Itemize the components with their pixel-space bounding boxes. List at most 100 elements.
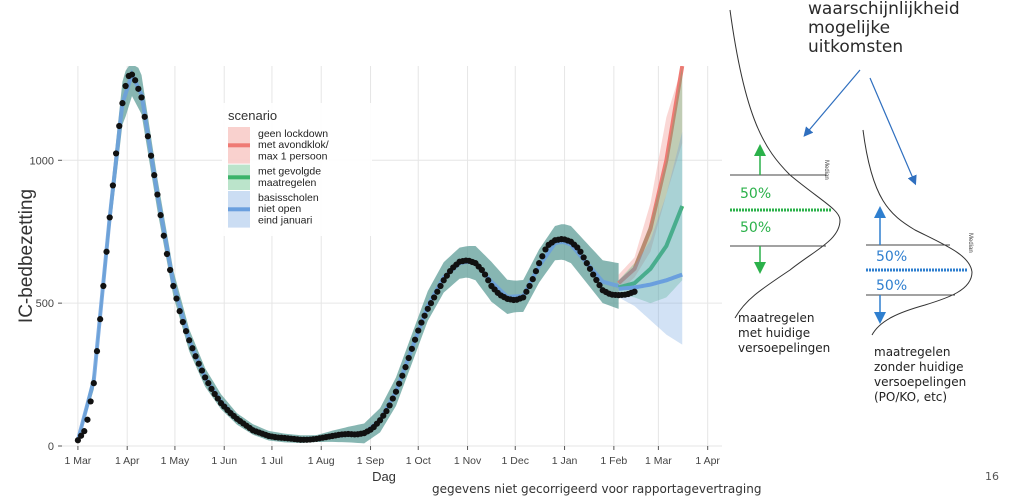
- observed-point: [593, 276, 600, 284]
- observed-point: [418, 319, 425, 326]
- observed-point: [163, 250, 171, 258]
- plot-panel: [62, 66, 722, 446]
- observed-point: [478, 266, 485, 274]
- observed-point: [437, 282, 444, 290]
- observed-point: [380, 412, 387, 419]
- projection-lockdown-band: [618, 66, 683, 292]
- observed-point: [109, 182, 116, 189]
- observed-point: [383, 408, 390, 415]
- percent-lower-2: 50%: [876, 278, 907, 294]
- observed-point: [154, 191, 161, 198]
- observed-point: [214, 395, 221, 402]
- observed-point: [135, 85, 142, 92]
- observed-point: [122, 82, 129, 90]
- observed-point: [97, 316, 104, 323]
- projection-lockdown-line: [617, 66, 685, 285]
- observed-point: [77, 432, 85, 439]
- legend-label: basisscholen: [258, 192, 319, 204]
- caption-2: maatregelen: [874, 345, 950, 359]
- observed-point: [106, 214, 113, 221]
- observed-point: [112, 150, 120, 157]
- annotation-title: mogelijke: [808, 18, 890, 38]
- observed-point: [399, 372, 406, 379]
- observed-point: [405, 354, 412, 362]
- median-label-2: Median: [967, 233, 973, 253]
- observed-point: [539, 253, 546, 260]
- x-tick-label: 1 Nov: [454, 455, 482, 467]
- observed-point: [583, 260, 590, 267]
- x-tick-label: 1 Oct: [406, 455, 431, 467]
- percent-upper-1: 50%: [740, 186, 771, 202]
- observed-point: [90, 380, 97, 387]
- observed-point: [160, 232, 167, 239]
- observed-point: [536, 260, 543, 267]
- axes: 0 500 1000 1 Mar 1 Apr 1 May 1 Jun 1 Jul 1 Aug 1 …: [16, 155, 720, 484]
- observed-point: [198, 367, 206, 374]
- observed-point: [427, 300, 435, 307]
- observed-point: [376, 417, 384, 424]
- x-tick-label: 1 Feb: [600, 455, 627, 467]
- annotation-title: uitkomsten: [808, 37, 903, 57]
- arrow-to-curve1: [803, 69, 861, 137]
- x-axis-label: Dag: [372, 469, 396, 484]
- observed-point: [176, 308, 183, 315]
- observed-point: [577, 248, 584, 255]
- median-label-1: Median: [823, 160, 829, 180]
- caption-2: versoepelingen: [874, 375, 966, 389]
- projection-basisscholen-line: [618, 272, 683, 291]
- observed-point: [542, 246, 549, 253]
- x-tick-label: 1 Aug: [308, 455, 335, 467]
- observed-point: [408, 345, 415, 352]
- observed-point: [167, 266, 174, 274]
- observed-point: [520, 294, 527, 301]
- observed-point: [532, 268, 540, 275]
- caption-1: maatregelen: [738, 311, 814, 325]
- ic-chart: 0 500 1000 1 Mar 1 Apr 1 May 1 Jun 1 Jul 1 Aug 1 …: [16, 66, 722, 484]
- x-tick-label: 1 Jan: [552, 455, 578, 467]
- arrow-to-curve2: [869, 77, 917, 186]
- legend-box: [222, 103, 372, 236]
- observed-point: [443, 272, 450, 279]
- observed-point: [202, 374, 209, 381]
- observed-point: [138, 94, 145, 101]
- observed-point: [141, 113, 148, 120]
- observed-point: [440, 277, 447, 284]
- projection-maatregelen-line: [618, 205, 685, 290]
- legend-label: max 1 persoon: [258, 150, 328, 162]
- legend-swatch-line: [228, 143, 250, 148]
- observed-point: [205, 380, 212, 387]
- observed-point: [386, 402, 393, 409]
- observed-point: [119, 100, 126, 107]
- observed-point: [392, 388, 400, 395]
- observed-point: [415, 327, 422, 334]
- observed-point: [192, 353, 199, 360]
- observed-point: [157, 212, 164, 219]
- observed-point: [189, 345, 196, 352]
- x-tick-label: 1 Mar: [645, 455, 672, 467]
- observed-point: [396, 380, 403, 387]
- observed-point: [132, 77, 139, 84]
- observed-point: [580, 254, 587, 261]
- observed-point: [179, 318, 186, 326]
- annotation-title: waarschijnlijkheid: [808, 0, 960, 19]
- legend-label: eind januari: [258, 214, 312, 226]
- observed-point: [590, 271, 597, 278]
- y-axis-label: IC-bedbezetting: [16, 189, 37, 323]
- page-number: 16: [985, 470, 999, 483]
- caption-1: met huidige: [738, 326, 810, 340]
- observed-point: [421, 312, 428, 319]
- observed-point: [574, 244, 581, 251]
- observed-point: [170, 282, 177, 290]
- distribution-curve-2: [862, 129, 973, 336]
- legend-swatch-line: [228, 175, 250, 180]
- observed-point: [144, 133, 151, 140]
- x-tick-label: 1 Dec: [502, 455, 529, 467]
- x-tick-label: 1 Apr: [115, 455, 140, 467]
- legend-label: met gevolgde: [258, 166, 321, 178]
- footnote: gegevens niet gecorrigeerd voor rapporta…: [432, 482, 762, 496]
- legend-label: geen lockdown: [258, 128, 328, 140]
- observed-point: [173, 295, 180, 302]
